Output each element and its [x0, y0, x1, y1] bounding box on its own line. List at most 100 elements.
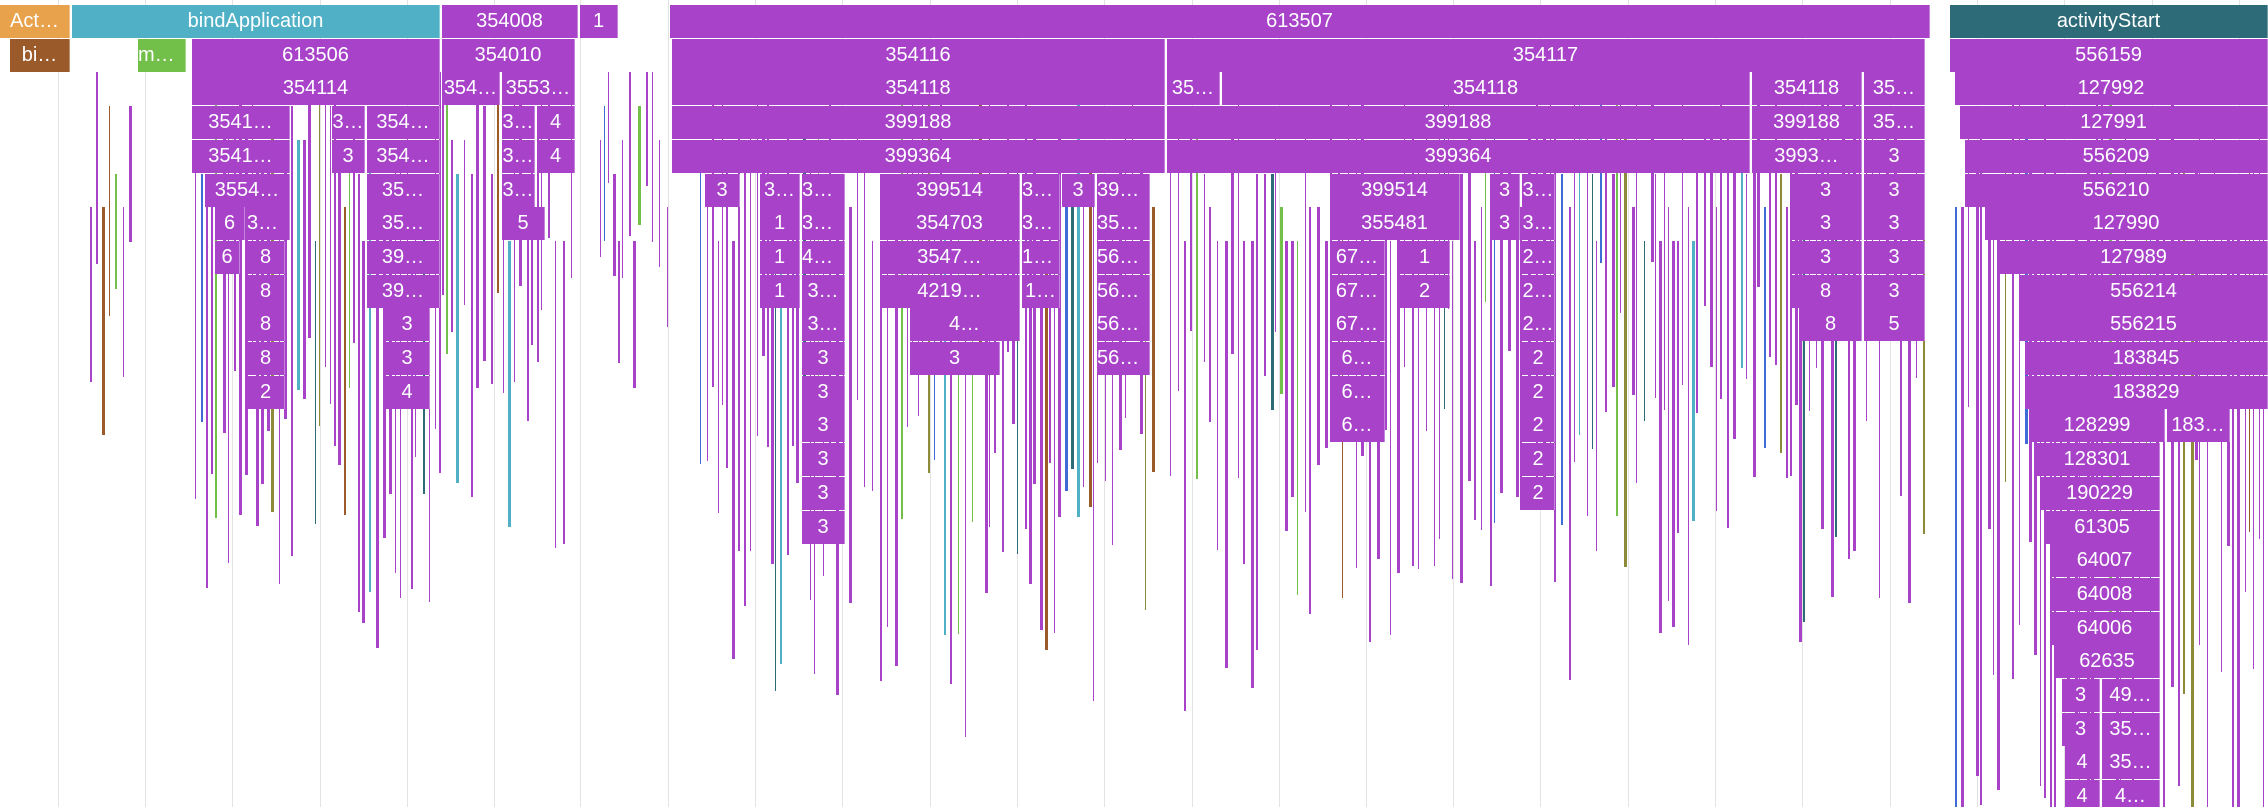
trace-slice-thin[interactable] — [1955, 207, 1957, 807]
trace-slice-thin[interactable] — [1049, 207, 1051, 464]
trace-slice-thin[interactable] — [659, 139, 660, 267]
trace-slice-thin[interactable] — [757, 72, 758, 436]
trace-slice-thin[interactable] — [1900, 207, 1902, 497]
trace-slice-thin[interactable] — [1271, 173, 1274, 410]
trace-slice[interactable]: 354010 — [442, 38, 575, 72]
trace-slice-thin[interactable] — [1574, 72, 1575, 462]
trace-slice[interactable]: 39… — [367, 274, 440, 308]
trace-slice[interactable]: 1 — [760, 207, 800, 241]
trace-slice-thin[interactable] — [1579, 72, 1580, 436]
trace-slice-thin[interactable] — [2178, 139, 2180, 787]
trace-slice[interactable]: 35… — [2102, 712, 2160, 746]
trace-slice-thin[interactable] — [1178, 106, 1179, 392]
trace-slice-thin[interactable] — [750, 106, 751, 552]
trace-slice-thin[interactable] — [1746, 173, 1747, 380]
trace-slice[interactable]: 3 — [802, 409, 845, 443]
trace-slice[interactable]: 5 — [502, 207, 545, 241]
trace-slice-thin[interactable] — [1786, 207, 1788, 478]
trace-slice-thin[interactable] — [1145, 240, 1146, 611]
trace-slice-thin[interactable] — [1988, 207, 1991, 530]
trace-slice-thin[interactable] — [1468, 106, 1471, 482]
trace-slice[interactable]: 62635 — [2055, 645, 2160, 679]
trace-slice-thin[interactable] — [1976, 139, 1979, 776]
trace-slice[interactable]: 61305 — [2045, 510, 2160, 544]
trace-slice-thin[interactable] — [1520, 207, 1522, 511]
trace-slice-thin[interactable] — [563, 240, 565, 544]
trace-slice[interactable]: 354703 — [880, 207, 1020, 241]
trace-slice-thin[interactable] — [1397, 173, 1400, 573]
trace-slice-thin[interactable] — [439, 72, 441, 473]
trace-slice[interactable]: 39… — [367, 240, 440, 274]
trace-slice-thin[interactable] — [1077, 72, 1080, 518]
trace-slice[interactable]: 562… — [1097, 308, 1150, 342]
trace-slice-thin[interactable] — [1209, 207, 1211, 423]
trace-slice-thin[interactable] — [700, 139, 701, 465]
trace-slice-thin[interactable] — [1790, 139, 1792, 476]
trace-slice[interactable]: 3 — [910, 342, 1000, 375]
trace-slice-thin[interactable] — [1093, 207, 1094, 701]
trace-slice[interactable]: 399188 — [1167, 106, 1750, 140]
trace-slice[interactable]: 3… — [802, 274, 845, 308]
trace-slice-thin[interactable] — [1908, 173, 1911, 603]
trace-slice-thin[interactable] — [738, 106, 740, 552]
trace-slice-thin[interactable] — [1605, 106, 1607, 412]
trace-slice[interactable]: 35… — [1167, 72, 1220, 106]
trace-slice-thin[interactable] — [206, 207, 208, 589]
trace-slice-thin[interactable] — [1439, 106, 1440, 540]
trace-slice-thin[interactable] — [319, 72, 320, 426]
trace-slice[interactable]: 3993… — [1752, 139, 1862, 173]
trace-slice-thin[interactable] — [950, 207, 952, 684]
trace-slice-thin[interactable] — [622, 139, 623, 279]
trace-slice[interactable]: 67… — [1330, 308, 1385, 342]
trace-slice[interactable]: 4 — [385, 375, 430, 409]
trace-slice[interactable]: 3 — [1864, 173, 1925, 207]
trace-slice-thin[interactable] — [608, 72, 609, 184]
trace-slice[interactable]: 127990 — [1985, 207, 2268, 241]
trace-slice-thin[interactable] — [600, 139, 601, 257]
trace-slice[interactable]: 8 — [247, 240, 285, 274]
trace-slice[interactable]: 128299 — [2030, 409, 2165, 443]
trace-slice-thin[interactable] — [1309, 207, 1311, 614]
trace-slice[interactable]: 399514 — [880, 173, 1020, 207]
trace-slice-thin[interactable] — [1490, 207, 1492, 587]
trace-slice-thin[interactable] — [1831, 173, 1834, 598]
trace-slice-thin[interactable] — [1285, 240, 1288, 532]
trace-slice-thin[interactable] — [1775, 72, 1777, 366]
trace-slice-thin[interactable] — [1620, 72, 1621, 313]
trace-slice[interactable]: 3… — [502, 139, 535, 173]
trace-slice[interactable]: 2… — [1522, 308, 1555, 342]
trace-slice-thin[interactable] — [1516, 173, 1519, 498]
trace-slice-thin[interactable] — [1231, 106, 1234, 354]
trace-slice-thin[interactable] — [1196, 106, 1198, 480]
trace-slice-thin[interactable] — [362, 240, 365, 624]
trace-slice-thin[interactable] — [1769, 139, 1771, 357]
trace-slice[interactable]: 67… — [1330, 274, 1385, 308]
trace-slice[interactable]: 39… — [802, 173, 845, 207]
trace-slice-thin[interactable] — [744, 139, 746, 607]
trace-slice-thin[interactable] — [1275, 106, 1276, 332]
trace-slice[interactable]: 64008 — [2050, 577, 2160, 611]
trace-slice-thin[interactable] — [792, 173, 794, 447]
trace-slice-thin[interactable] — [1058, 106, 1061, 517]
trace-slice-thin[interactable] — [1305, 106, 1306, 513]
trace-slice-thin[interactable] — [308, 72, 311, 338]
trace-slice-thin[interactable] — [1190, 106, 1192, 331]
trace-slice-thin[interactable] — [1720, 72, 1722, 400]
trace-slice-thin[interactable] — [1596, 240, 1597, 551]
trace-slice-thin[interactable] — [1204, 173, 1205, 362]
trace-slice-thin[interactable] — [1317, 207, 1320, 466]
trace-slice[interactable]: 15… — [1022, 240, 1060, 274]
trace-slice[interactable]: 127992 — [1955, 72, 2268, 106]
trace-slice-thin[interactable] — [211, 207, 213, 474]
trace-slice[interactable]: 354008 — [442, 5, 578, 38]
trace-slice-thin[interactable] — [629, 72, 631, 236]
trace-slice-thin[interactable] — [451, 139, 453, 332]
trace-slice[interactable]: 3 — [2062, 679, 2100, 712]
trace-slice[interactable]: 3 — [1864, 274, 1925, 308]
trace-slice[interactable]: 3… — [760, 173, 800, 207]
trace-slice-thin[interactable] — [1764, 207, 1766, 449]
trace-slice-thin[interactable] — [1682, 72, 1683, 386]
trace-slice[interactable]: 4 — [537, 139, 575, 173]
trace-slice-thin[interactable] — [442, 72, 444, 296]
trace-slice[interactable]: 2 — [1400, 274, 1450, 308]
